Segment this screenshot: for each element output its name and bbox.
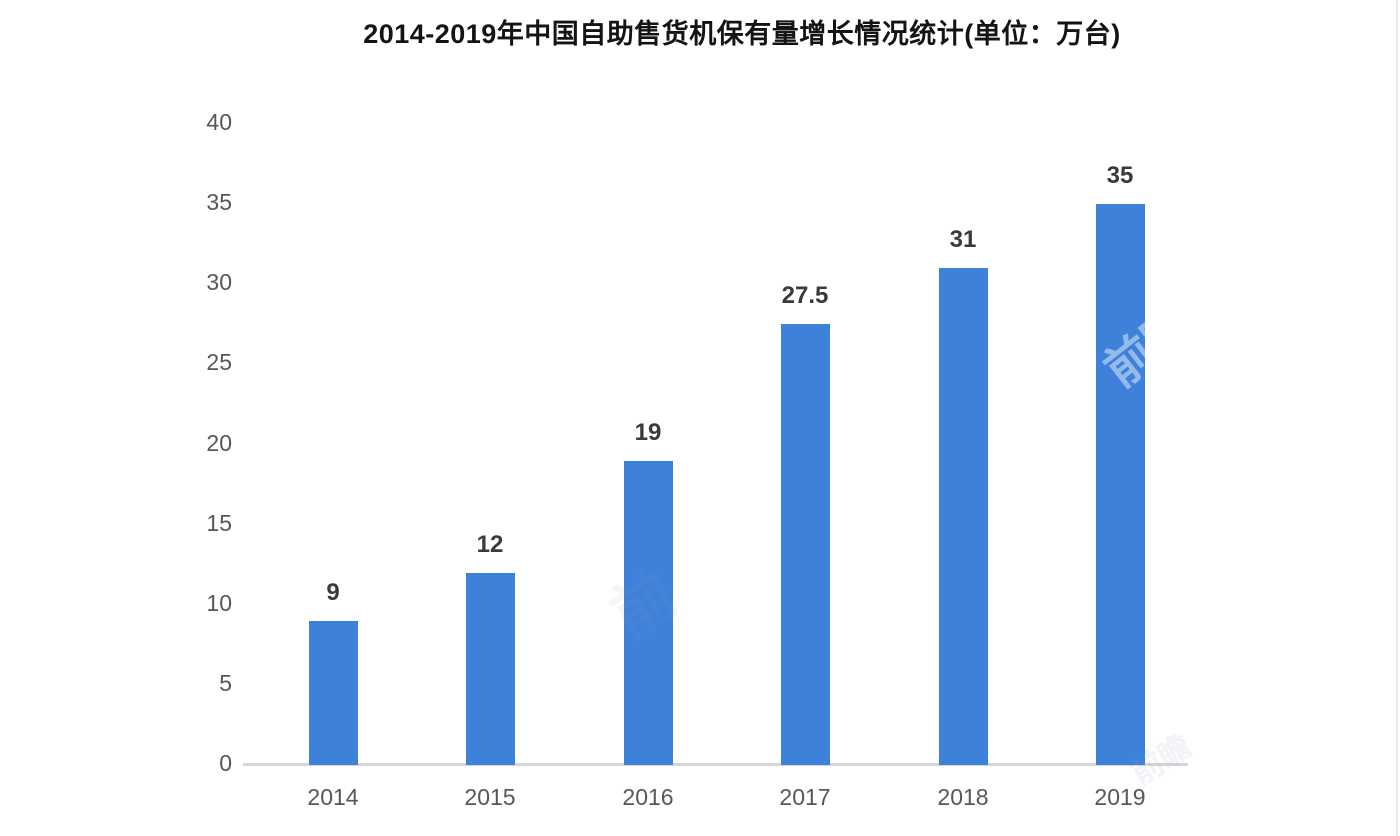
bar-2017 xyxy=(780,324,830,765)
value-label-2018: 31 xyxy=(949,226,977,254)
y-tick-label-5: 5 xyxy=(219,669,232,696)
bar-2014 xyxy=(308,620,358,765)
x-tick-label-2018: 2018 xyxy=(937,784,989,810)
bar-2016 xyxy=(623,460,673,765)
y-tick-label-10: 10 xyxy=(206,589,232,616)
y-tick-label-15: 15 xyxy=(206,509,232,536)
value-label-2019: 35 xyxy=(1106,162,1134,190)
right-edge-border xyxy=(1396,0,1398,836)
value-label-2014: 9 xyxy=(326,578,340,606)
value-label-2017: 27.5 xyxy=(781,282,829,310)
y-tick-label-25: 25 xyxy=(206,349,232,376)
x-axis-line xyxy=(243,763,1188,766)
x-tick-label-2014: 2014 xyxy=(307,784,359,810)
x-tick-label-2017: 2017 xyxy=(779,784,831,810)
y-tick-label-20: 20 xyxy=(206,429,232,456)
value-label-2016: 19 xyxy=(634,418,662,446)
bar-2018 xyxy=(938,268,988,765)
y-tick-label-40: 40 xyxy=(206,109,232,135)
bar-2015 xyxy=(465,572,515,765)
y-tick-label-35: 35 xyxy=(206,189,232,216)
bar-2019 xyxy=(1095,204,1145,765)
chart-title: 2014-2019年中国自助售货机保有量增长情况统计(单位：万台) xyxy=(363,19,1121,49)
x-tick-label-2019: 2019 xyxy=(1094,784,1146,810)
y-tick-label-0: 0 xyxy=(219,750,232,776)
value-label-2015: 12 xyxy=(476,530,504,558)
x-tick-label-2015: 2015 xyxy=(464,784,516,810)
y-tick-label-30: 30 xyxy=(206,269,232,296)
x-tick-label-2016: 2016 xyxy=(622,784,674,810)
